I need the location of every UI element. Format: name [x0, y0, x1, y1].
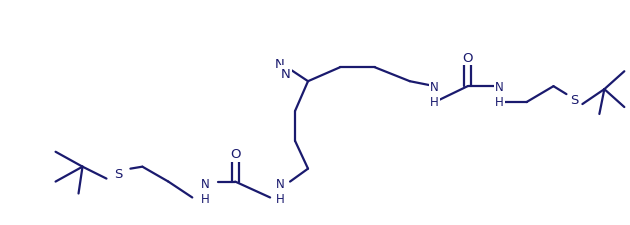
Text: N
H: N H [201, 177, 210, 205]
Text: O: O [230, 148, 241, 160]
Text: N: N [281, 68, 291, 80]
Text: N
H: N H [430, 81, 439, 109]
Text: N
H: N H [495, 81, 504, 109]
Text: N
H: N H [276, 177, 285, 205]
Text: N: N [278, 60, 288, 72]
Text: O: O [462, 52, 473, 65]
Text: S: S [570, 93, 578, 106]
Text: S: S [114, 167, 123, 180]
Text: N: N [275, 58, 285, 70]
